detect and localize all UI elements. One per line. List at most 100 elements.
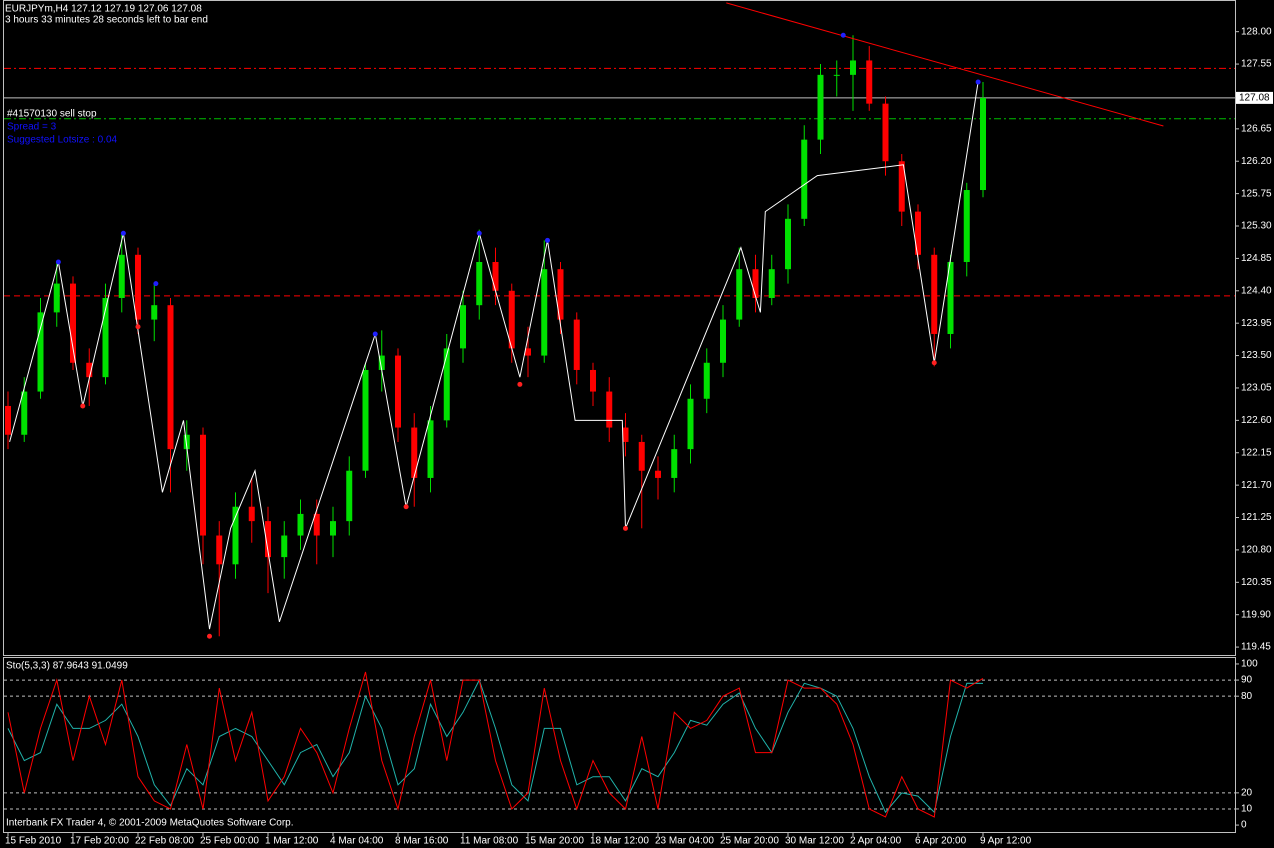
candle-body (687, 398, 694, 450)
candle-body (395, 355, 401, 428)
candle-body (833, 74, 840, 76)
trough-dot (135, 324, 141, 330)
peak-dot (153, 281, 159, 287)
y-tick-label: 123.50 (1241, 350, 1272, 361)
footer: Interbank FX Trader 4, © 2001-2009 MetaQ… (6, 818, 294, 829)
candle-body (525, 348, 531, 356)
candle-body (135, 254, 141, 320)
y-tick-label: 124.85 (1241, 253, 1272, 264)
candle-body (622, 427, 629, 442)
trough-dot (80, 403, 86, 409)
peak-dot (120, 230, 126, 236)
peak-dot (55, 259, 61, 265)
y-tick-label: 125.30 (1241, 221, 1272, 232)
candle-body (882, 103, 889, 162)
candle-body (21, 391, 28, 435)
trough-dot (403, 504, 409, 510)
oscillator-line (7, 671, 984, 818)
annotation: #41570130 sell stop (7, 109, 97, 120)
candle-body (476, 262, 483, 306)
candle-body (411, 427, 418, 478)
candle-body (460, 305, 466, 349)
candle-body (736, 269, 743, 320)
last-price-label: 127.08 (1239, 93, 1270, 104)
candle-body (963, 190, 970, 262)
main-panel-frame (3, 0, 1236, 656)
y-tick-label: 90 (1241, 675, 1253, 686)
y-tick-label: 122.60 (1241, 415, 1272, 426)
candle-body (330, 521, 336, 536)
candle-body (817, 74, 824, 140)
x-tick-label: 9 Apr 12:00 (980, 836, 1032, 847)
candle-body (248, 506, 255, 522)
x-tick-label: 17 Feb 20:00 (70, 836, 129, 847)
candle-body (297, 513, 304, 536)
candle-body (752, 269, 759, 298)
candle-body (216, 535, 223, 565)
candle-body (931, 254, 938, 334)
x-tick-label: 11 Mar 08:00 (460, 836, 519, 847)
x-tick-label: 1 Mar 12:00 (265, 836, 319, 847)
peak-dot (372, 331, 378, 337)
candle-body (86, 362, 93, 378)
y-tick-label: 128.00 (1241, 26, 1272, 37)
y-tick-label: 122.15 (1241, 447, 1272, 458)
trough-dot (623, 525, 628, 531)
trough-dot (931, 360, 937, 366)
candle-body (102, 297, 109, 378)
x-tick-label: 15 Feb 2010 (5, 836, 62, 847)
y-tick-label: 120.35 (1241, 577, 1272, 588)
x-tick-label: 23 Mar 04:00 (655, 836, 714, 847)
candle-body (232, 506, 239, 565)
candle-body (37, 312, 44, 392)
peak-dot (545, 237, 550, 243)
oscillator-title: Sto(5,3,3) 87.9643 91.0499 (6, 661, 128, 672)
y-tick-label: 120.80 (1241, 545, 1272, 556)
y-tick-label: 126.20 (1241, 156, 1272, 167)
candle-body (378, 355, 385, 370)
y-tick-label: 123.95 (1241, 318, 1272, 329)
candle-body (980, 97, 986, 191)
x-tick-label: 4 Mar 04:00 (330, 836, 384, 847)
chart-subtitle: 3 hours 33 minutes 28 seconds left to ba… (5, 15, 208, 26)
x-tick-label: 25 Feb 00:00 (200, 836, 259, 847)
candle-body (200, 434, 206, 536)
candle-body (655, 470, 661, 478)
chart-title: EURJPYm,H4 127.12 127.19 127.06 127.08 (5, 4, 202, 15)
candle-body (70, 283, 76, 363)
candle-body (313, 513, 320, 536)
x-tick-label: 2 Apr 04:00 (850, 836, 902, 847)
x-tick-label: 18 Mar 12:00 (590, 836, 649, 847)
x-tick-label: 25 Mar 20:00 (720, 836, 779, 847)
oscillator-panel-frame (3, 657, 1236, 833)
candle-body (281, 535, 288, 558)
y-tick-label: 100 (1241, 659, 1258, 670)
candle-body (265, 521, 271, 558)
candle-body (638, 441, 645, 471)
candle-body (573, 319, 580, 370)
candle-body (915, 211, 921, 255)
candle-body (785, 218, 791, 270)
y-tick-label: 10 (1241, 804, 1253, 815)
candle-body (801, 139, 808, 219)
candle-body (508, 290, 515, 349)
candle-body (590, 369, 596, 392)
candle-body (346, 470, 353, 522)
candle-body (183, 434, 190, 450)
y-tick-label: 124.40 (1241, 285, 1272, 296)
x-tick-label: 30 Mar 12:00 (785, 836, 844, 847)
candle-body (541, 269, 548, 356)
candle-body (443, 348, 450, 421)
candle-body (866, 60, 873, 104)
candle-body (557, 269, 564, 320)
x-tick-label: 8 Mar 16:00 (395, 836, 449, 847)
x-tick-label: 22 Feb 08:00 (135, 836, 194, 847)
peak-dot (840, 32, 846, 38)
candle-body (362, 369, 369, 471)
y-tick-label: 0 (1241, 820, 1247, 831)
candle-body (492, 262, 499, 291)
y-tick-label: 123.05 (1241, 383, 1272, 394)
candle-body (118, 254, 125, 298)
